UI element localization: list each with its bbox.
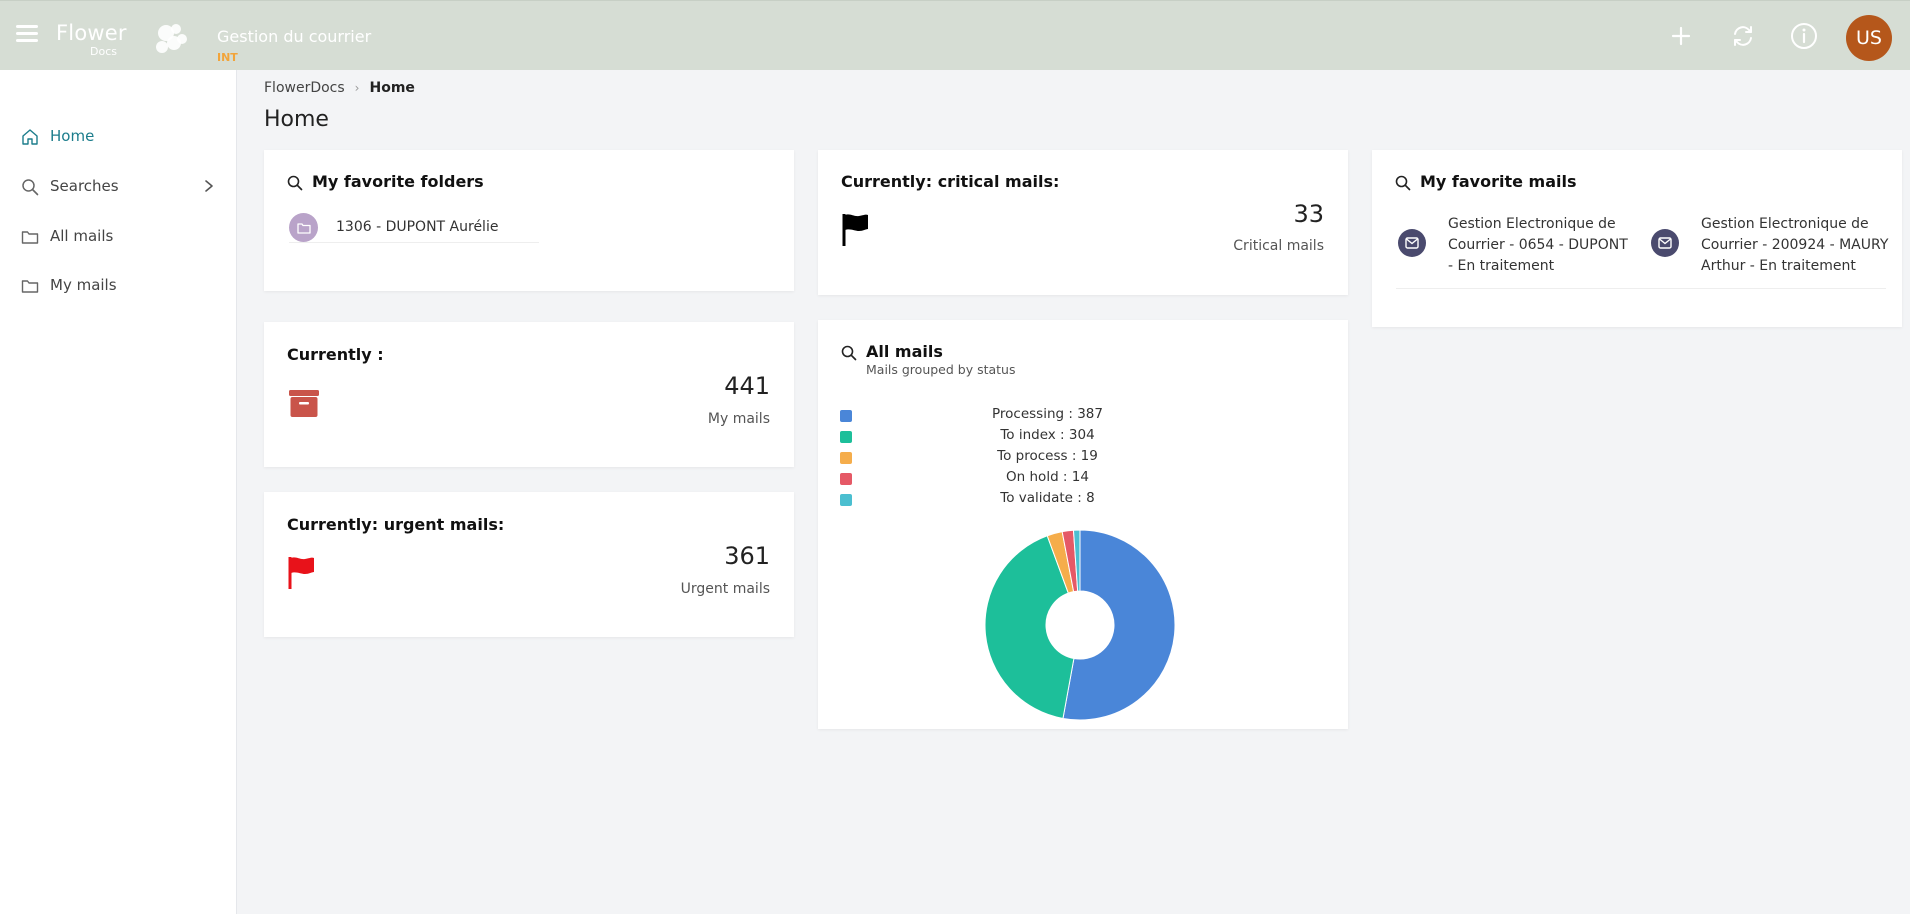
mail-line: Courrier - 0654 - DUPONT [1448, 237, 1628, 253]
legend-swatch [840, 431, 852, 443]
sidebar-item-label: Searches [50, 177, 119, 195]
user-avatar[interactable]: US [1846, 15, 1892, 61]
legend-swatch [840, 410, 852, 422]
archive-icon [289, 390, 319, 417]
mail-line: Arthur - En traitement [1701, 258, 1856, 274]
logo-flower-icon [156, 24, 187, 53]
legend-label: To index : 304 [1000, 427, 1095, 443]
sidebar-item-home[interactable]: Home [0, 116, 237, 156]
chart-subtitle: Mails grouped by status [866, 362, 1016, 377]
favorite-mail-item[interactable]: Gestion Electronique de Courrier - 20092… [1651, 214, 1891, 276]
app-logo[interactable]: Flower Docs [56, 19, 187, 59]
flag-icon [288, 557, 314, 589]
folder-label: 1306 - DUPONT Aurélie [336, 219, 499, 235]
favorite-mails-card: My favorite mails Gestion Electronique d… [1372, 150, 1902, 327]
sidebar-item-label: My mails [50, 276, 117, 294]
mail-line: Gestion Electronique de [1701, 216, 1869, 232]
favorite-mail-item[interactable]: Gestion Electronique de Courrier - 0654 … [1398, 214, 1628, 276]
add-button[interactable] [1666, 21, 1696, 51]
breadcrumb-root[interactable]: FlowerDocs [264, 80, 345, 96]
info-icon [1791, 23, 1817, 49]
top-bar: Flower Docs Gestion du courrier INT US [0, 0, 1910, 70]
folder-icon [289, 213, 318, 242]
legend-item[interactable]: To process : 19 [840, 448, 1255, 469]
logo-sub-text: Docs [90, 45, 117, 58]
pie-slice-to-index[interactable] [984, 535, 1075, 720]
legend-label: Processing : 387 [992, 406, 1103, 422]
sidebar-item-label: Home [50, 127, 95, 145]
my-mails-label: My mails [707, 411, 770, 427]
legend-label: To process : 19 [997, 448, 1098, 464]
divider [1396, 288, 1886, 289]
sidebar-item-label: All mails [50, 227, 114, 245]
pie-slice-processing[interactable] [1062, 529, 1176, 721]
favorite-folder-item[interactable]: 1306 - DUPONT Aurélie [289, 213, 539, 243]
sidebar-item-all-mails[interactable]: All mails [0, 216, 237, 256]
legend-label: On hold : 14 [1006, 469, 1089, 485]
mail-line: Courrier - 200924 - MAURY [1701, 237, 1889, 253]
legend-label: To validate : 8 [1000, 490, 1095, 506]
sidebar-item-my-mails[interactable]: My mails [0, 265, 237, 305]
all-mails-chart-card: All mails Mails grouped by status Proces… [818, 320, 1348, 729]
logo-main-text: Flower [56, 21, 127, 45]
pie-chart [984, 529, 1176, 721]
mail-line: Gestion Electronique de [1448, 216, 1616, 232]
card-title: Currently: critical mails: [841, 172, 1060, 191]
card-title: My favorite folders [312, 172, 484, 191]
app-title: Gestion du courrier [217, 27, 372, 46]
legend-item[interactable]: On hold : 14 [840, 469, 1255, 490]
card-title: Currently: urgent mails: [287, 515, 505, 534]
legend-item[interactable]: To validate : 8 [840, 490, 1255, 511]
my-mails-card[interactable]: Currently : 441 My mails [264, 322, 794, 467]
my-mails-count: 441 [724, 372, 770, 400]
legend-swatch [840, 452, 852, 464]
home-icon [22, 129, 38, 145]
sidebar: Home Searches All mails My mails [0, 70, 237, 914]
favorite-folders-card: My favorite folders 1306 - DUPONT Auréli… [264, 150, 794, 291]
pie-slice-to-validate[interactable] [1072, 529, 1081, 592]
legend-swatch [840, 473, 852, 485]
menu-icon[interactable] [16, 25, 38, 43]
urgent-count: 361 [724, 542, 770, 570]
plus-icon [1671, 26, 1691, 46]
search-icon[interactable] [287, 175, 303, 191]
folder-icon [21, 231, 39, 244]
critical-count: 33 [1293, 200, 1324, 228]
folder-icon [21, 280, 39, 293]
environment-badge: INT [217, 51, 238, 64]
mail-icon [1398, 229, 1426, 257]
refresh-icon [1734, 26, 1752, 46]
card-title: My favorite mails [1420, 172, 1577, 191]
legend-item[interactable]: Processing : 387 [840, 406, 1255, 427]
search-icon[interactable] [841, 345, 857, 361]
flag-icon [842, 214, 868, 246]
breadcrumb: FlowerDocs › Home [264, 80, 415, 96]
breadcrumb-separator-icon: › [354, 81, 360, 95]
info-button[interactable] [1789, 21, 1819, 51]
search-icon [22, 179, 39, 196]
chevron-right-icon[interactable] [203, 179, 215, 193]
critical-label: Critical mails [1233, 238, 1324, 254]
search-icon[interactable] [1395, 175, 1411, 191]
critical-mails-card[interactable]: Currently: critical mails: 33 Critical m… [818, 150, 1348, 295]
page-title: Home [264, 107, 329, 132]
mail-line: - En traitement [1448, 258, 1555, 274]
refresh-button[interactable] [1728, 21, 1758, 51]
card-title: Currently : [287, 345, 384, 364]
urgent-label: Urgent mails [680, 581, 770, 597]
sidebar-item-searches[interactable]: Searches [0, 166, 237, 206]
breadcrumb-current: Home [369, 80, 415, 96]
chart-title: All mails [866, 342, 943, 361]
mail-icon [1651, 229, 1679, 257]
legend-item[interactable]: To index : 304 [840, 427, 1255, 448]
urgent-mails-card[interactable]: Currently: urgent mails: 361 Urgent mail… [264, 492, 794, 637]
legend-swatch [840, 494, 852, 506]
